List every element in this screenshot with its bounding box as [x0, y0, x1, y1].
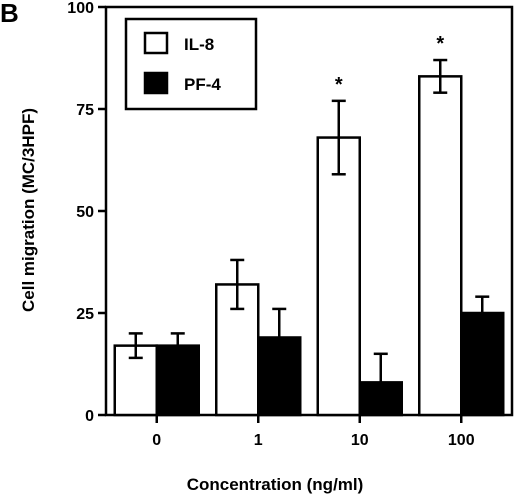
- y-tick-label: 75: [76, 102, 94, 119]
- y-tick-label: 0: [85, 408, 94, 425]
- bar-pf4-100: [460, 311, 505, 417]
- bar-il8-1: [215, 283, 260, 417]
- panel-letter: B: [0, 0, 19, 28]
- bar-il8-100: [418, 75, 463, 417]
- x-tick-label: 0: [152, 432, 161, 449]
- bar-il8-10: [316, 136, 361, 417]
- significance-asterisk: *: [436, 33, 444, 55]
- legend-swatch: [143, 71, 169, 95]
- legend-label-il8: IL-8: [184, 35, 214, 54]
- y-tick-label: 100: [67, 0, 94, 17]
- legend: IL-8 PF-4: [124, 17, 258, 111]
- y-axis-label: Cell migration (MC/3HPF): [19, 108, 38, 312]
- bar-pf4-1: [257, 336, 302, 417]
- y-tick-label: 50: [76, 204, 94, 221]
- x-axis-label: Concentration (ng/ml): [187, 475, 364, 494]
- legend-label-pf4: PF-4: [184, 75, 221, 94]
- significance-asterisk: *: [335, 74, 343, 96]
- bar-pf4-10: [358, 381, 403, 417]
- plot-area: 0 25 50 75 100 0 1 10 * 100 * IL-8 PF-4: [67, 0, 514, 449]
- bar-pf4-0: [155, 344, 200, 417]
- y-tick-label: 25: [76, 306, 94, 323]
- x-tick-label: 10: [351, 432, 369, 449]
- x-tick-label: 100: [448, 432, 475, 449]
- legend-swatch: [143, 31, 169, 55]
- x-tick-label: 1: [254, 432, 263, 449]
